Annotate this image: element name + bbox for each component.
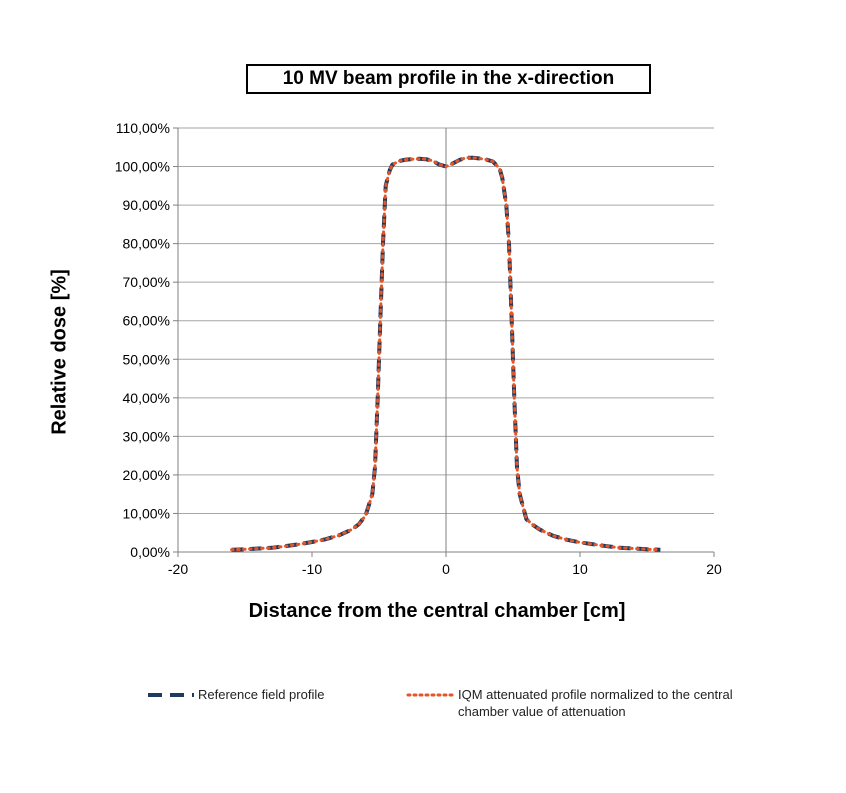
legend-item-iqm: IQM attenuated profile normalized to the… — [406, 686, 743, 720]
series-lines — [230, 155, 662, 552]
y-tick-label: 90,00% — [123, 197, 170, 213]
x-tick-label: -20 — [168, 561, 188, 577]
legend-label-iqm: IQM attenuated profile normalized to the… — [458, 687, 733, 719]
axes — [173, 127, 715, 557]
x-tick-label: -10 — [302, 561, 322, 577]
y-tick-label: 80,00% — [123, 236, 170, 252]
legend-swatch-dashed — [148, 693, 194, 697]
y-tick-label: 100,00% — [115, 159, 170, 175]
y-tick-label: 60,00% — [123, 313, 170, 329]
legend-label-reference: Reference field profile — [198, 687, 325, 702]
y-tick-label: 110,00% — [116, 120, 170, 136]
chart-title: 10 MV beam profile in the x-direction — [246, 64, 651, 94]
y-tick-label: 40,00% — [123, 390, 170, 406]
tick-labels: 0,00% 10,00% 20,00% 30,00% 40,00% 50,00% 60,00… — [115, 120, 722, 577]
x-tick-label: 0 — [442, 561, 450, 577]
y-tick-label: 0,00% — [130, 544, 170, 560]
y-tick-label: 70,00% — [123, 274, 170, 290]
y-tick-label: 10,00% — [123, 505, 170, 521]
y-axis-label: Relative dose [%] — [48, 269, 71, 435]
legend-swatch-dotted — [406, 693, 454, 697]
legend-item-reference: Reference field profile — [146, 686, 398, 703]
y-tick-label: 50,00% — [123, 351, 170, 367]
y-tick-label: 20,00% — [123, 467, 170, 483]
x-tick-label: 10 — [572, 561, 588, 577]
x-axis-label: Distance from the central chamber [cm] — [248, 600, 626, 622]
y-tick-label: 30,00% — [123, 428, 170, 444]
x-tick-label: 20 — [706, 561, 722, 577]
